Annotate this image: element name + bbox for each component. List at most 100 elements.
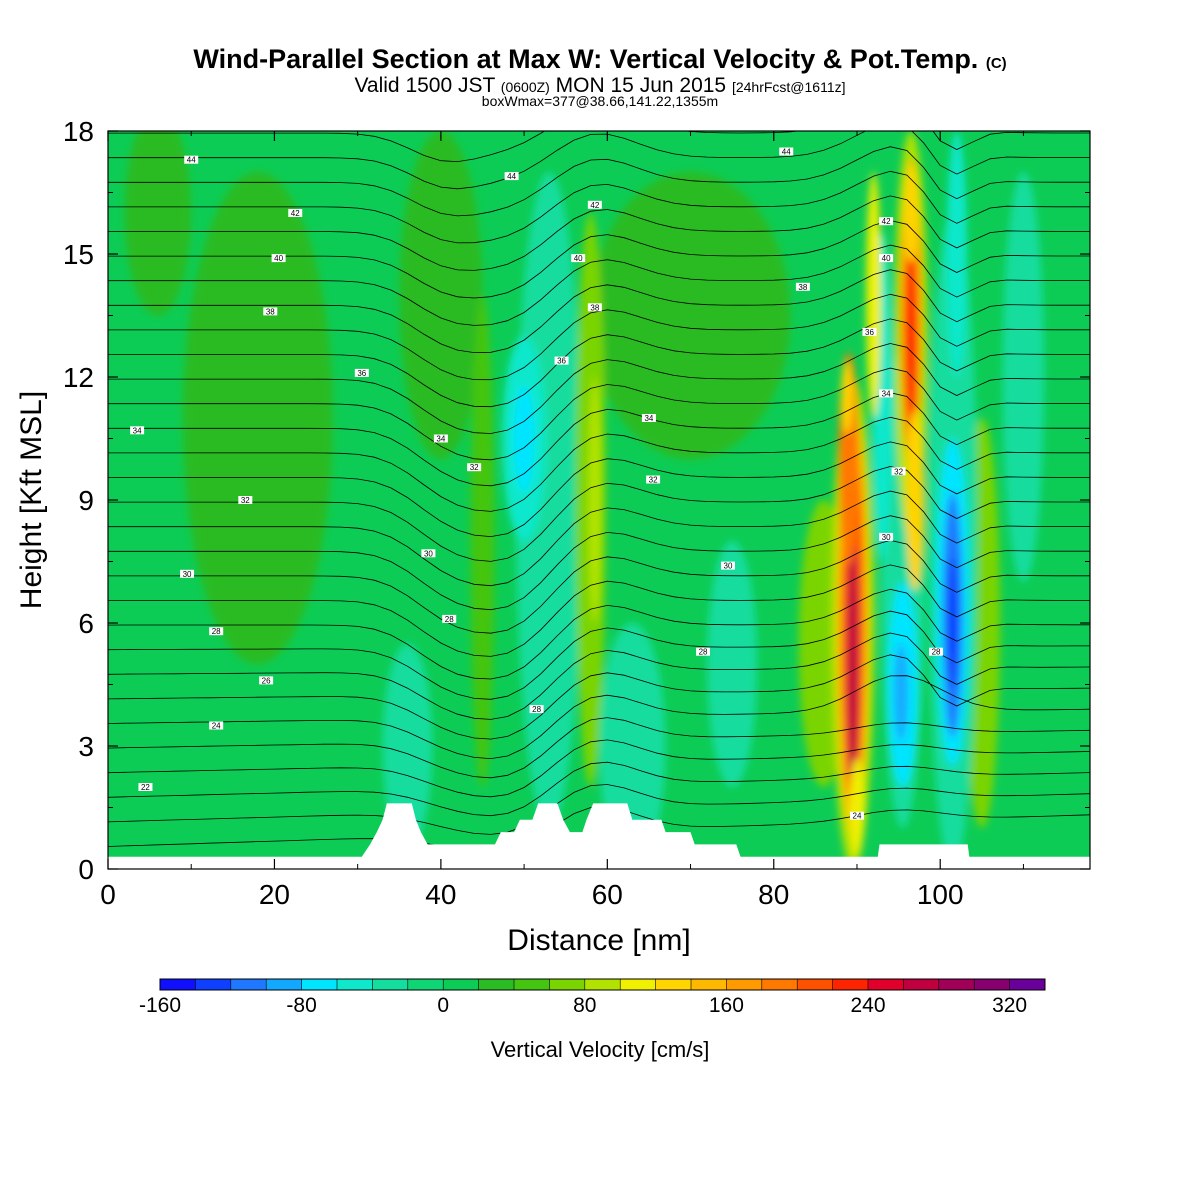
theta-label: 44 (504, 172, 519, 181)
colorbar-swatch (974, 979, 1010, 990)
y-tick-label: 15 (63, 239, 94, 270)
theta-label-bg (238, 496, 253, 504)
theta-label-text: 32 (649, 476, 658, 485)
colorbar-swatch (691, 979, 727, 990)
theta-label-text: 34 (644, 414, 653, 423)
theta-contour (108, 146, 1090, 217)
x-tick-label: 100 (917, 879, 964, 910)
x-tick-label: 40 (425, 879, 456, 910)
colorbar-tick-label: 240 (850, 994, 885, 1017)
theta-label-text: 24 (853, 812, 862, 821)
weak-updraft-region (590, 172, 791, 459)
theta-label-bg (879, 532, 894, 541)
theta-contour (108, 343, 1090, 434)
theta-contour (108, 466, 1090, 562)
theta-label: 42 (587, 200, 602, 210)
x-axis-label: Distance [nm] (507, 924, 690, 957)
downdraft-core (946, 131, 967, 377)
theta-contour (108, 588, 1090, 680)
theta-label: 32 (646, 475, 661, 485)
theta-label-bg (554, 356, 569, 365)
theta-contour (108, 195, 1090, 271)
theta-label: 30 (879, 532, 894, 542)
theta-label-text: 34 (436, 435, 445, 444)
theta-label-bg (879, 217, 894, 226)
theta-label-text: 40 (574, 254, 583, 263)
downdraft-core (513, 385, 535, 492)
theta-contour (108, 293, 1090, 381)
theta-contour (108, 170, 1090, 244)
theta-label-bg (779, 147, 794, 156)
colorbar-swatch (549, 979, 586, 990)
theta-label: 38 (795, 282, 810, 292)
theta-label-text: 36 (865, 328, 874, 337)
colorbar-swatch (620, 979, 656, 990)
theta-label-text: 28 (532, 705, 541, 714)
colorbar-swatch (726, 979, 763, 990)
theta-label-bg (504, 172, 519, 181)
theta-label: 30 (180, 569, 195, 579)
updraft-column (470, 295, 495, 787)
theta-label-text: 34 (133, 426, 142, 435)
theta-label-bg (288, 209, 303, 217)
theta-label-bg (138, 783, 153, 791)
theta-label-bg (271, 254, 286, 263)
theta-label-bg (259, 676, 274, 685)
colorbar-swatch (407, 979, 444, 990)
secondary-updraft-core (905, 237, 917, 435)
theta-label-text: 38 (798, 283, 807, 292)
theta-label-bg (529, 705, 544, 714)
theta-label: 34 (641, 414, 656, 423)
theta-label-text: 26 (262, 676, 271, 685)
y-tick-label: 0 (78, 854, 94, 885)
theta-contour (108, 739, 1090, 798)
theta-label: 28 (696, 647, 711, 657)
colorbar-swatch (868, 979, 904, 990)
theta-label-text: 28 (699, 648, 708, 657)
main-updraft-core (846, 532, 859, 796)
theta-label-bg (720, 561, 735, 570)
theta-contour (108, 441, 1090, 538)
y-axis-label: Height [Kft MSL] (15, 391, 48, 609)
chart-valid-line: Valid 1500 JST (0600Z) MON 15 Jun 2015 [… (0, 74, 1200, 98)
weak-downdraft-region (382, 643, 433, 849)
theta-label-bg (879, 254, 894, 263)
plot-area: 44 42 40 38 36 34 34 32 32 30 30 28 28 26 24 28 22 44 42 40… (107, 130, 1091, 870)
main-updraft (841, 360, 853, 435)
colorbar: -160 -80 0 80 160 240 320 (139, 978, 1046, 1017)
theta-contour (108, 539, 1090, 634)
theta-label-text: 30 (882, 533, 891, 542)
colorbar-swatch (832, 979, 869, 990)
theta-label-bg (849, 811, 864, 820)
theta-label: 28 (529, 705, 544, 714)
theta-contour (108, 392, 1090, 487)
colorbar-tick-label: 0 (437, 994, 449, 1017)
theta-contour (108, 564, 1090, 657)
colorbar-swatch (478, 979, 515, 990)
theta-label: 42 (288, 209, 303, 218)
colorbar-frame (159, 978, 1046, 991)
theta-label-bg (571, 254, 586, 263)
theta-label: 44 (184, 155, 199, 165)
theta-label: 38 (263, 307, 278, 316)
theta-contour (108, 515, 1090, 611)
theta-label: 28 (929, 647, 944, 657)
colorbar-swatch (337, 979, 373, 990)
theta-label: 36 (354, 368, 369, 378)
colorbar-swatch (1009, 979, 1046, 990)
colorbar-tick-label: 80 (573, 994, 596, 1017)
colorbar-swatch (266, 979, 302, 990)
theta-label-bg (891, 467, 906, 476)
theta-label-bg (696, 647, 711, 656)
chart-title-suffix: (C) (985, 55, 1007, 72)
theta-label-text: 30 (724, 562, 733, 571)
theta-label-text: 28 (445, 615, 454, 624)
theta-label-text: 44 (782, 148, 791, 157)
theta-label: 22 (138, 783, 153, 792)
boxwmax-line: boxWmax=377@38.66,141.22,1355m (481, 93, 719, 109)
theta-label: 36 (862, 327, 877, 337)
colorbar-swatch (514, 979, 550, 990)
theta-label-bg (209, 627, 224, 636)
colorbar-swatch (230, 979, 267, 990)
